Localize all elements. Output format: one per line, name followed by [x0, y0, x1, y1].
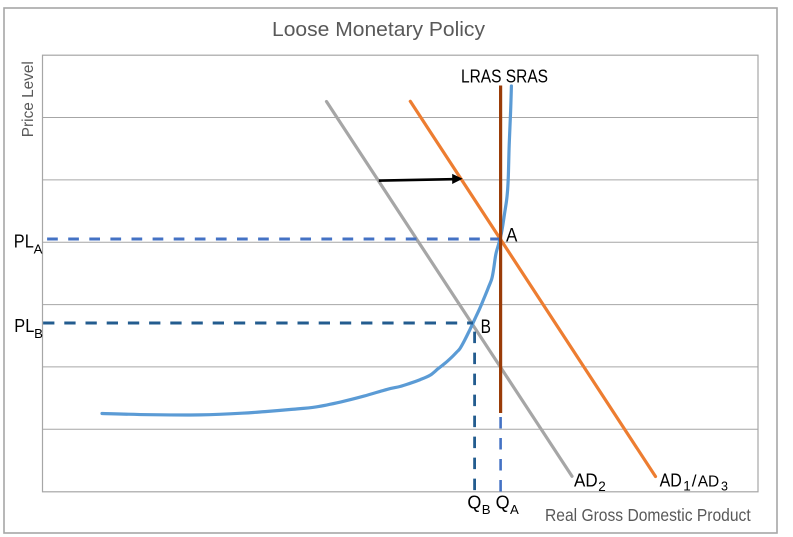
svg-text:PL: PL [14, 231, 34, 251]
svg-text:Price Level: Price Level [20, 61, 37, 137]
svg-text:B: B [481, 317, 491, 338]
svg-text:B: B [482, 502, 491, 517]
svg-text:A: A [510, 502, 519, 517]
svg-text:AD: AD [574, 470, 598, 491]
svg-text:PL: PL [14, 316, 34, 336]
svg-text:Real Gross Domestic Product: Real Gross Domestic Product [545, 505, 751, 525]
svg-text:LRAS SRAS: LRAS SRAS [461, 67, 548, 87]
svg-text:1: 1 [683, 478, 691, 493]
svg-text:AD: AD [660, 470, 682, 491]
svg-text:B: B [34, 326, 43, 341]
svg-text:3: 3 [721, 480, 728, 494]
svg-text:Q: Q [467, 493, 481, 513]
svg-text:Loose Monetary Policy: Loose Monetary Policy [272, 18, 486, 41]
svg-text:A: A [506, 225, 518, 246]
svg-text:A: A [34, 242, 43, 257]
svg-text:AD: AD [698, 474, 720, 491]
svg-text:Q: Q [496, 493, 510, 513]
svg-text:/: / [692, 472, 697, 491]
svg-text:2: 2 [598, 479, 606, 494]
